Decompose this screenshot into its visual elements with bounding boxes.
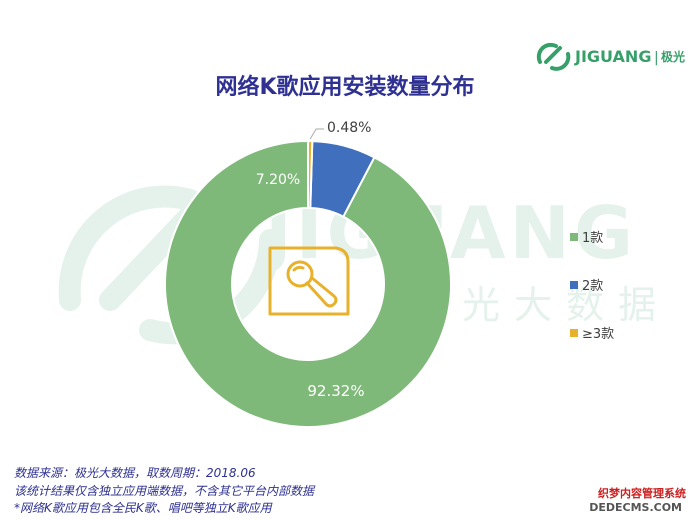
legend-label-two-apps: 2款 bbox=[582, 279, 603, 294]
legend-swatch-one-app bbox=[570, 233, 578, 241]
microphone-icon bbox=[268, 246, 350, 316]
donut-slice-two-apps bbox=[309, 140, 376, 219]
footnote-definition: *网络K歌应用包含全民K歌、唱吧等独立K歌应用 bbox=[14, 501, 272, 515]
footnote-source: 数据来源：极光大数据，取数周期：2018.06 bbox=[14, 466, 256, 480]
leader-line bbox=[309, 128, 325, 140]
donut-slice-three-plus bbox=[307, 139, 314, 210]
slice-label-three-plus: 0.48% bbox=[327, 120, 371, 136]
brand-logo-icon bbox=[536, 42, 571, 71]
brand-divider: | bbox=[654, 50, 659, 66]
slice-label-one-app: 92.32% bbox=[307, 382, 364, 400]
slice-label-two-apps: 7.20% bbox=[256, 172, 300, 188]
donut-slices bbox=[164, 139, 452, 428]
credit-line-1: 织梦内容管理系统 bbox=[598, 487, 686, 500]
brand-cn-name: 极光 bbox=[661, 49, 685, 64]
footnote-scope: 该统计结果仅含独立应用端数据，不含其它平台内部数据 bbox=[14, 484, 315, 498]
legend-swatch-three-plus bbox=[570, 329, 578, 337]
donut-slice-one-app bbox=[164, 139, 452, 428]
credit-line-2: DEDECMS.COM bbox=[589, 501, 682, 514]
legend-label-one-app: 1款 bbox=[582, 231, 603, 246]
brand-name: JIGUANG bbox=[574, 47, 651, 66]
brand-logo: JIGUANG | 极光 bbox=[536, 42, 685, 71]
legend-label-three-plus: ≥3款 bbox=[582, 327, 614, 342]
legend: 1款 2款 ≥3款 bbox=[570, 231, 614, 342]
legend-swatch-two-apps bbox=[570, 281, 578, 289]
chart-title: 网络K歌应用安装数量分布 bbox=[215, 74, 474, 100]
